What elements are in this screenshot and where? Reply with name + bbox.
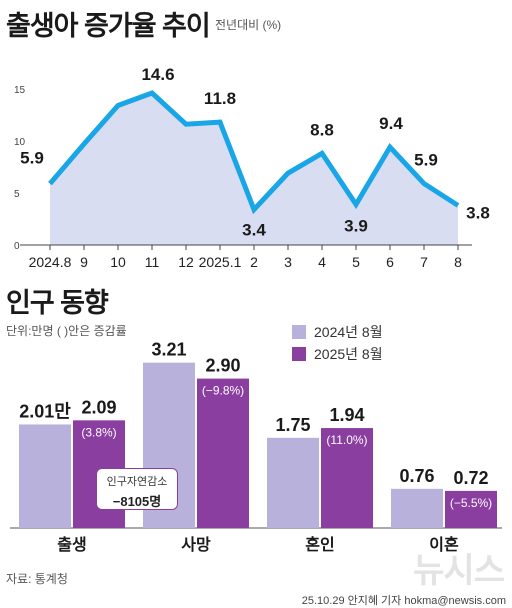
data-label: 5.9 xyxy=(20,149,44,168)
category-label: 혼인 xyxy=(305,535,334,554)
bar xyxy=(445,490,497,528)
data-label: 3.8 xyxy=(466,203,490,222)
x-tick-label: 10 xyxy=(110,254,126,270)
bar-value-label: 2.90 xyxy=(205,356,240,376)
x-tick-label: 6 xyxy=(386,254,394,270)
bar-value-label: 0.72 xyxy=(453,468,488,488)
population-chart-title: 인구 동향 xyxy=(6,288,109,318)
x-tick-label: 7 xyxy=(420,254,428,270)
data-label: 8.8 xyxy=(310,120,334,139)
data-label: 3.4 xyxy=(242,221,266,240)
data-label: 3.9 xyxy=(344,216,368,235)
birth-chart-title: 출생아 증가율 추이 xyxy=(6,11,211,41)
data-label: 9.4 xyxy=(379,114,403,133)
x-tick-label: 11 xyxy=(145,254,160,270)
population-chart-unit: 단위:만명 ( )안은 증감률 xyxy=(6,324,127,338)
x-tick-label: 2024.8 xyxy=(29,254,72,270)
bar xyxy=(321,428,373,528)
x-tick-label: 2025.1 xyxy=(199,254,242,270)
legend-swatch-curr xyxy=(292,347,306,361)
bar-change-label: (−9.8%) xyxy=(202,384,244,398)
bar xyxy=(197,378,249,528)
category-label: 출생 xyxy=(57,536,86,554)
callout-value: −8105명 xyxy=(112,494,162,509)
y-tick-label: 0 xyxy=(14,241,20,252)
legend-item-2025: 2025년 8월 xyxy=(292,343,383,365)
x-tick-label: 12 xyxy=(178,254,194,270)
bar-change-label: (11.0%) xyxy=(326,433,367,447)
data-label: 11.8 xyxy=(204,89,236,108)
legend-item-2024: 2024년 8월 xyxy=(292,321,383,343)
x-tick-label: 3 xyxy=(284,254,292,270)
x-tick-label: 9 xyxy=(80,254,88,270)
natural-decrease-callout: 인구자연감소 −8105명 xyxy=(96,468,178,510)
y-tick-label: 10 xyxy=(14,137,26,148)
legend-label-curr: 2025년 8월 xyxy=(314,346,383,362)
bar-value-label: 1.75 xyxy=(275,415,310,435)
legend: 2024년 8월 2025년 8월 xyxy=(292,321,383,365)
callout-label: 인구자연감소 xyxy=(106,476,168,488)
category-label: 이혼 xyxy=(429,535,459,554)
category-label: 사망 xyxy=(181,536,211,554)
birth-growth-line-chart: 0 5 10 15 2024.8 9 10 11 12 2025.1 2 3 4 5 6 7 8 5.9 14.6 1… xyxy=(14,65,490,270)
bar xyxy=(19,424,71,528)
y-tick-label: 5 xyxy=(14,189,20,200)
bar-change-label: (−5.5%) xyxy=(450,496,492,510)
credit-text: 25.10.29 안지혜 기자 hokma@newsis.com xyxy=(301,595,506,607)
bar-change-label: (3.8%) xyxy=(81,425,116,439)
newsis-watermark: 뉴시스 xyxy=(413,552,505,590)
source-text: 자료: 통계청 xyxy=(6,572,68,586)
y-tick-label: 15 xyxy=(14,85,26,96)
data-label: 14.6 xyxy=(141,65,174,84)
bar-value-label: 3.21 xyxy=(151,340,186,360)
x-tick-label: 8 xyxy=(454,254,462,270)
bar-value-label: 1.94 xyxy=(329,405,364,425)
bar xyxy=(267,437,319,528)
bar-value-label: 0.76 xyxy=(399,466,434,486)
x-tick-label: 2 xyxy=(250,254,258,270)
bar xyxy=(391,488,443,528)
series-line xyxy=(48,90,460,215)
bar-value-label: 2.01만 xyxy=(19,401,71,421)
x-tick-label: 4 xyxy=(318,254,326,270)
birth-chart-unit: 전년대비 (%) xyxy=(215,18,282,32)
data-label: 5.9 xyxy=(414,151,438,170)
legend-label-prev: 2024년 8월 xyxy=(314,324,383,340)
bar-value-label: 2.09 xyxy=(81,397,116,417)
x-tick-label: 5 xyxy=(352,254,360,270)
legend-swatch-prev xyxy=(292,325,306,339)
